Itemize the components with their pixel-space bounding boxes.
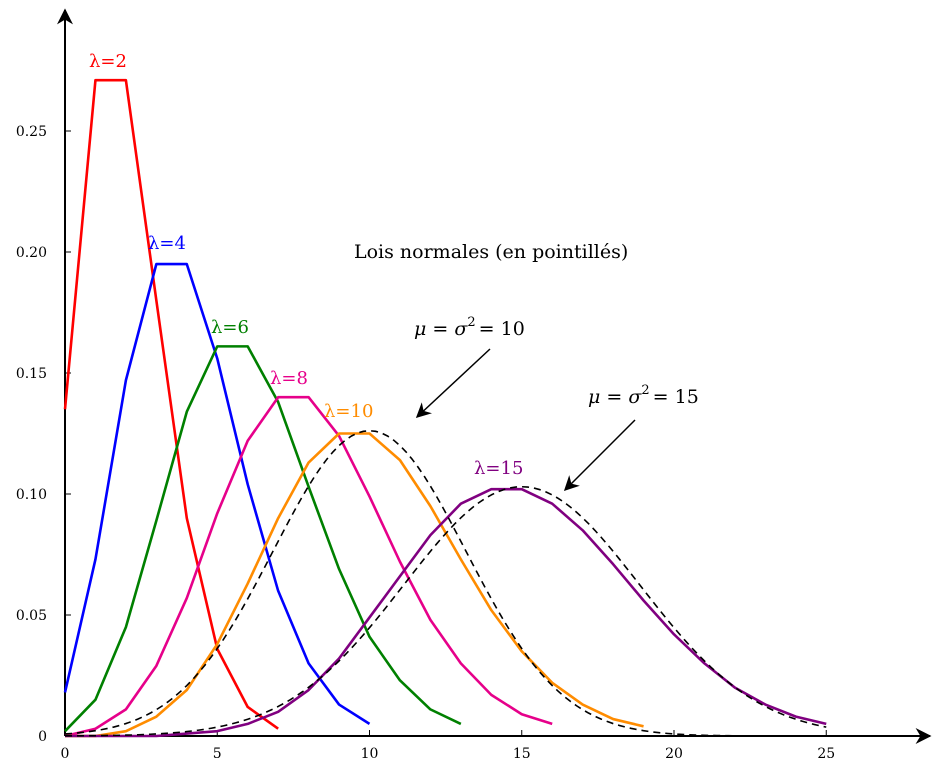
series-line-normal-10: [64, 429, 735, 737]
x-tick-label: 25: [817, 746, 835, 762]
series-line-poisson-3: [64, 395, 553, 738]
x-tick-label: 20: [665, 746, 683, 762]
series-line-poisson-0: [63, 78, 279, 730]
series-line-poisson-1: [63, 262, 371, 725]
y-tick-label: 0: [38, 729, 47, 745]
mu15-value: 15: [675, 386, 699, 408]
mu15-eq1: =: [606, 386, 622, 408]
y-tick-label: 0.05: [16, 608, 47, 624]
mu10-eq2: =: [479, 318, 495, 340]
mu15-sigma: σ: [628, 386, 642, 408]
mu15-eq2: =: [653, 386, 669, 408]
series-line-poisson-2: [64, 345, 462, 733]
mu10-eq1: =: [432, 318, 448, 340]
x-ticks: 0 5 10 15 20 25: [61, 730, 835, 762]
mu15-exp: 2: [641, 383, 649, 398]
y-tick-label: 0.15: [16, 366, 47, 382]
x-tick-label: 5: [213, 746, 222, 762]
series-label-lambda-10: λ=10: [324, 401, 373, 422]
mu10-mu: μ: [414, 318, 426, 340]
mu15-mu: μ: [588, 386, 600, 408]
normal-mu10-label: μ = σ2 = 10: [414, 315, 525, 340]
y-tick-label: 0.20: [16, 245, 47, 261]
mu10-arrow: [415, 348, 491, 419]
mu10-value: 10: [501, 318, 525, 340]
mu10-exp: 2: [467, 315, 475, 330]
y-tick-label: 0.25: [16, 124, 47, 140]
series-lines: [63, 78, 827, 738]
normal-mu15-label: μ = σ2 = 15: [588, 383, 699, 408]
mu10-sigma: σ: [454, 318, 468, 340]
series-line-normal-15: [64, 485, 827, 737]
normal-laws-note: Lois normales (en pointillés): [354, 241, 628, 263]
series-label-lambda-4: λ=4: [148, 233, 186, 254]
x-tick-label: 10: [361, 746, 379, 762]
y-ticks: 0 0.05 0.10 0.15 0.20 0.25: [16, 124, 71, 745]
series-line-poisson-4: [65, 432, 644, 738]
y-tick-label: 0.10: [16, 487, 47, 503]
mu15-arrow: [563, 419, 636, 492]
series-line-poisson-5: [65, 487, 827, 738]
x-tick-label: 15: [513, 746, 531, 762]
x-tick-label: 0: [61, 746, 70, 762]
series-label-lambda-15: λ=15: [474, 458, 523, 479]
series-label-lambda-8: λ=8: [270, 368, 308, 389]
series-label-lambda-6: λ=6: [211, 317, 249, 338]
series-label-lambda-2: λ=2: [89, 51, 127, 72]
